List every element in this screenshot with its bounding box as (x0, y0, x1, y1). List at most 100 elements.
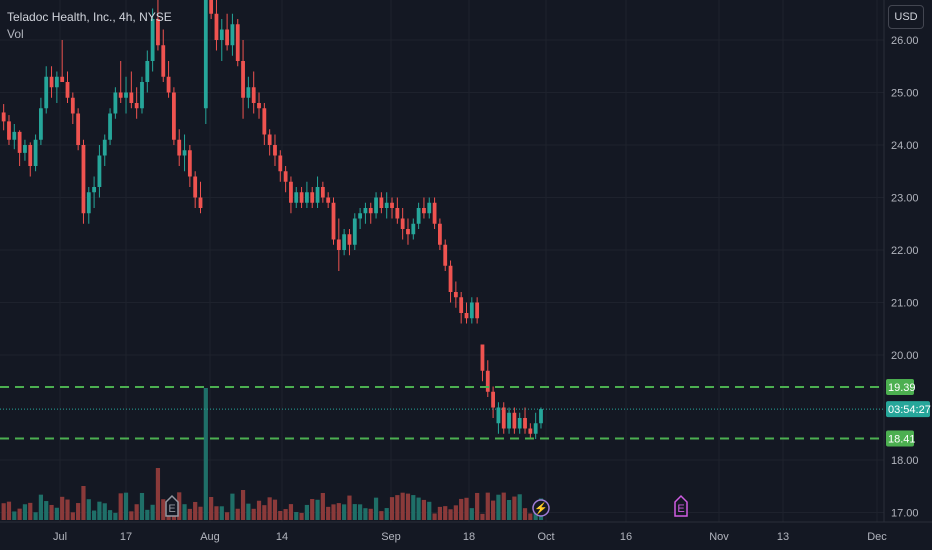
time-tick-label: 13 (777, 531, 789, 543)
time-tick-label: 17 (120, 531, 132, 543)
candle-body (278, 155, 283, 172)
currency-button[interactable]: USD (888, 5, 924, 29)
candle-body (156, 19, 160, 46)
volume-bar (177, 492, 182, 520)
countdown-tag-text: 03:54:27 (888, 404, 931, 416)
candle-body (363, 208, 368, 214)
candle-body (172, 92, 176, 140)
earnings-icon[interactable]: E (674, 494, 688, 517)
earnings-icon[interactable]: E (165, 494, 179, 517)
candle-body (177, 139, 182, 156)
candle-body (86, 192, 91, 214)
candle-body (459, 297, 464, 313)
price-tags: 19.39 03:54:27 18.41 (886, 379, 931, 447)
candle-body (214, 13, 219, 40)
volume-bar (405, 493, 411, 520)
candle-body (448, 265, 453, 292)
time-tick-label: Dec (867, 531, 887, 543)
time-tick-label: Jul (53, 531, 67, 543)
time-tick-label: Oct (537, 531, 554, 543)
volume-bar (198, 506, 203, 520)
volume-bar (187, 508, 192, 520)
candle-body (352, 218, 357, 245)
volume-bar (517, 494, 522, 520)
candle-body (443, 244, 448, 266)
volume-bar (512, 496, 517, 520)
volume-bar (86, 499, 91, 520)
price-tick-label: 17.00 (891, 508, 919, 520)
candle-body (406, 229, 410, 235)
time-tick-label: Aug (200, 531, 220, 543)
volume-bar (6, 501, 12, 520)
candle-body (464, 313, 469, 319)
candle-body (230, 24, 235, 46)
candle-body (331, 202, 336, 240)
time-axis[interactable] (0, 522, 932, 550)
marker-shape (165, 494, 179, 517)
volume-bar (123, 492, 129, 520)
volume-bar (400, 492, 405, 520)
event-markers[interactable]: E ⚡ E (165, 494, 688, 517)
candle-body (12, 131, 17, 140)
symbol-title[interactable]: Teladoc Health, Inc., 4h, NYSE (7, 10, 172, 24)
volume-bar (469, 508, 474, 520)
candle-body (198, 197, 203, 208)
candle-body (23, 145, 27, 153)
price-axis-labels: 26.00 25.00 24.00 23.00 22.00 21.00 20.00 18.00… (891, 35, 919, 520)
volume-bar (533, 510, 538, 520)
candle-body (395, 208, 400, 219)
horizontal-levels[interactable] (0, 386, 884, 440)
candle-body (225, 29, 229, 46)
volume-bar (1, 503, 6, 520)
candle-body (416, 208, 421, 224)
candle-body (262, 108, 267, 135)
volume-bar (139, 492, 145, 520)
candle-body (501, 407, 506, 429)
candle-body (533, 423, 538, 434)
candle-body (161, 45, 166, 77)
candle-body (491, 391, 495, 408)
volume-bars (1, 388, 544, 520)
candle-body (496, 407, 501, 424)
volume-bar (209, 496, 214, 520)
candle-body (92, 187, 96, 193)
candle-body (523, 418, 527, 429)
lower-level-tag-text: 18.41 (888, 433, 916, 445)
candle-body (60, 76, 65, 82)
volume-indicator-label[interactable]: Vol (7, 27, 24, 41)
volume-bar (97, 501, 102, 520)
volume-bar (150, 504, 155, 520)
candle-body (315, 187, 320, 203)
candle-body (422, 208, 426, 214)
price-tick-label: 24.00 (891, 140, 919, 152)
candle-body (289, 181, 293, 203)
countdown-tag: 03:54:27 (886, 401, 931, 418)
volume-bar (443, 506, 448, 520)
volume-bar (251, 508, 256, 520)
volume-bar (384, 508, 389, 520)
price-tick-label: 26.00 (891, 35, 919, 47)
candle-body (347, 234, 352, 245)
volume-bar (411, 495, 416, 520)
lightning-icon[interactable]: ⚡ (532, 499, 550, 517)
candle-body (70, 97, 75, 114)
volume-bar (315, 499, 320, 520)
volume-bar (65, 499, 70, 520)
candle-body (485, 370, 490, 392)
volume-bar (230, 493, 235, 520)
volume-bar (92, 510, 97, 520)
volume-bar (331, 504, 336, 520)
volume-bar (219, 506, 224, 520)
volume-bar (262, 505, 267, 520)
lower-level-tag-bg (886, 430, 914, 447)
volume-bar (342, 504, 347, 520)
time-axis-labels: Jul 17 Aug 14 Sep 18 Oct 16 Nov 13 Dec (53, 531, 887, 543)
volume-bar (12, 511, 17, 520)
volume-bar (358, 504, 363, 520)
candle-body (336, 239, 341, 250)
volume-bar (347, 495, 352, 520)
volume-bar (76, 503, 81, 520)
candle-body (384, 202, 389, 208)
volume-bar (464, 497, 469, 520)
